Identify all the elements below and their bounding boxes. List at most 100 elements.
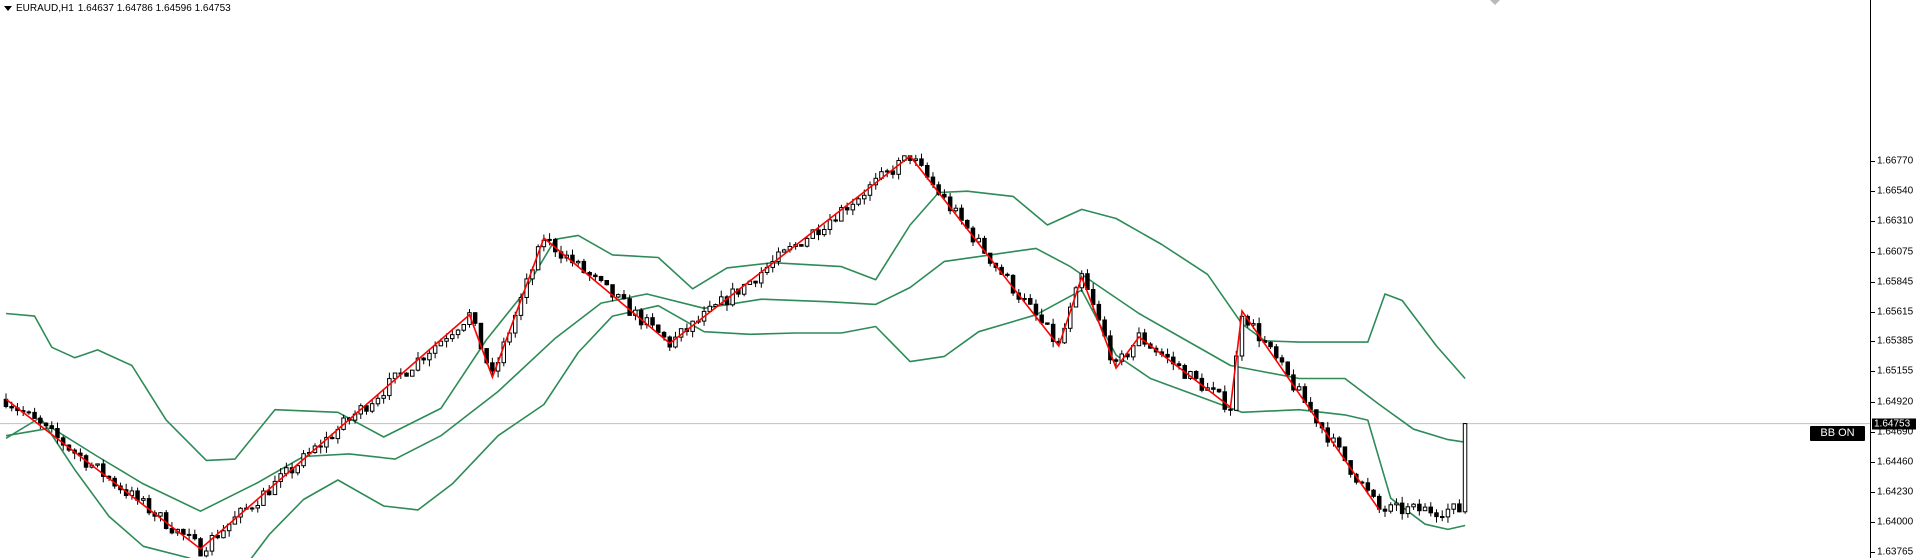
candle-bearish: [650, 317, 655, 326]
axis-tick-label: 1.65615: [1877, 306, 1914, 318]
candle-bullish: [1394, 502, 1399, 506]
chart-area[interactable]: EURAUD,H1 1.64637 1.64786 1.64596 1.6475…: [0, 0, 1870, 558]
candle-bullish: [719, 296, 724, 305]
candles-layer: [3, 153, 1468, 558]
candle-bullish: [913, 158, 918, 161]
axis-tick: [1871, 401, 1875, 403]
candle-bullish: [432, 345, 438, 354]
candle-bullish: [976, 237, 981, 243]
axis-tick-label: 1.65385: [1877, 335, 1914, 347]
candle-bearish: [1005, 273, 1010, 276]
candle-bearish: [890, 170, 896, 175]
candle-bearish: [1228, 408, 1233, 411]
candle-bearish: [1142, 332, 1147, 345]
chart-title-bar: EURAUD,H1 1.64637 1.64786 1.64596 1.6475…: [4, 1, 231, 15]
candle-bullish: [1405, 506, 1411, 515]
candle-bearish: [1274, 346, 1279, 359]
axis-tick: [1871, 371, 1875, 373]
candle-bearish: [1285, 361, 1290, 376]
candle-bullish: [221, 530, 226, 539]
axis-tick-label: 1.64460: [1877, 456, 1914, 468]
candle-bearish: [844, 207, 850, 211]
candle-bullish: [673, 336, 678, 348]
candle-bullish: [272, 480, 278, 496]
axis-tick-label: 1.65155: [1877, 365, 1914, 377]
candle-bearish: [1216, 388, 1222, 393]
candle-bearish: [146, 498, 152, 514]
candle-bearish: [9, 406, 14, 409]
candle-bearish: [1268, 341, 1273, 348]
candle-bearish: [598, 276, 604, 281]
candle-bullish: [261, 490, 266, 506]
candle-bullish: [781, 249, 787, 253]
bollinger-bands-layer: [5, 190, 1466, 558]
candle-bullish: [839, 207, 844, 222]
candle-bullish: [856, 198, 861, 205]
price-chart[interactable]: [0, 0, 1870, 558]
candle-bearish: [101, 463, 106, 477]
candle-bearish: [421, 357, 426, 361]
zigzag-layer: [5, 154, 1380, 550]
candle-bullish: [95, 463, 100, 466]
dropdown-triangle-icon[interactable]: [4, 5, 12, 11]
candle-bearish: [1417, 503, 1422, 512]
candle-bearish: [1033, 303, 1039, 316]
candle-bullish: [204, 550, 209, 557]
candle-bearish: [1028, 298, 1033, 305]
candle-bullish: [295, 465, 300, 474]
candle-bearish: [1337, 437, 1342, 448]
axis-tick-label: 1.66770: [1877, 155, 1914, 167]
candle-bearish: [43, 422, 49, 427]
axis-tick-label: 1.66310: [1877, 215, 1914, 227]
ohlc-label: 1.64637 1.64786 1.64596 1.64753: [77, 2, 231, 14]
candle-bullish: [1296, 386, 1302, 391]
candle-bearish: [799, 244, 804, 247]
candle-bearish: [1090, 289, 1096, 305]
candle-bearish: [49, 425, 54, 429]
axis-tick: [1871, 431, 1875, 433]
candle-bearish: [1382, 508, 1388, 512]
candle-bullish: [461, 324, 466, 331]
candle-bearish: [472, 312, 478, 324]
candle-bearish: [55, 428, 60, 439]
candle-bearish: [26, 411, 32, 414]
axis-tick-label: 1.64230: [1877, 486, 1914, 498]
axis-tick: [1871, 191, 1875, 193]
candle-bullish: [387, 378, 392, 397]
candle-bearish: [192, 534, 198, 540]
candle-bearish: [1434, 512, 1439, 518]
candle-bearish: [32, 411, 37, 419]
candle-bearish: [1279, 357, 1285, 363]
candle-bullish: [822, 229, 827, 236]
candle-bearish: [661, 331, 667, 338]
candle-bearish: [627, 298, 632, 316]
axis-tick: [1871, 552, 1875, 554]
candle-bearish: [490, 362, 495, 372]
candle-bearish: [1211, 387, 1216, 390]
axis-tick-label: 1.65845: [1877, 276, 1914, 288]
candle-bullish: [850, 203, 856, 211]
candle-bearish: [919, 158, 924, 166]
candle-bullish: [1422, 506, 1428, 512]
axis-tick-label: 1.64000: [1877, 516, 1914, 528]
candle-bullish: [141, 498, 146, 501]
candle-bullish: [804, 237, 810, 247]
candle-bearish: [1096, 303, 1102, 321]
bollinger-upper-line: [5, 190, 1466, 462]
shift-marker-icon[interactable]: [1490, 0, 1500, 5]
candle-bullish: [1451, 503, 1456, 510]
axis-tick: [1871, 461, 1875, 463]
candle-bullish: [381, 395, 386, 399]
candle-bullish: [255, 505, 260, 509]
candle-bearish: [329, 436, 335, 440]
candle-bearish: [1085, 273, 1090, 291]
candle-bearish: [364, 405, 369, 412]
price-axis[interactable]: 1.66770 1.66540 1.66310 1.66075 1.65845 1.656…: [1870, 0, 1918, 558]
candle-bullish: [616, 294, 621, 298]
candle-bearish: [266, 490, 272, 496]
axis-tick-label: 1.66540: [1877, 185, 1914, 197]
bb-toggle-button[interactable]: BB ON: [1810, 426, 1865, 441]
axis-tick: [1871, 341, 1875, 343]
candle-bearish: [610, 284, 615, 298]
candle-bearish: [942, 193, 947, 198]
